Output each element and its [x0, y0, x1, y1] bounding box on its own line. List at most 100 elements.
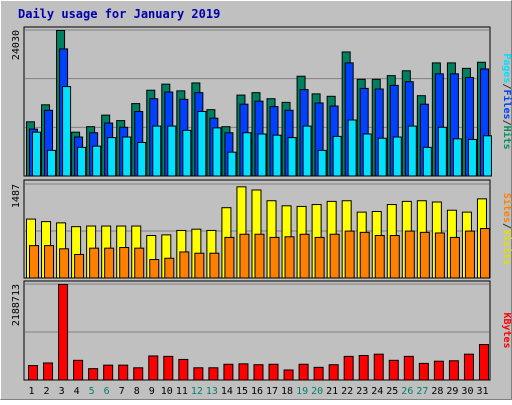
chart-title: Daily usage for January 2019 — [18, 7, 220, 21]
bar-sites-day-23 — [359, 231, 370, 279]
bar-pages-day-30 — [467, 138, 477, 177]
bar-sites-day-27 — [419, 231, 430, 279]
bar-pages-day-7 — [122, 136, 132, 177]
bar-pages-day-17 — [272, 134, 282, 177]
bar-pages-day-16 — [257, 133, 267, 177]
bar-pages-day-20 — [317, 149, 327, 177]
bar-kbytes-day-25 — [388, 359, 399, 381]
bar-pages-day-2 — [47, 149, 57, 177]
bar-pages-day-28 — [437, 126, 447, 177]
bar-sites-day-14 — [224, 236, 235, 279]
bar-sites-day-5 — [89, 247, 100, 279]
bar-pages-day-1 — [32, 131, 41, 177]
bar-kbytes-day-19 — [298, 363, 309, 381]
x-tick-label-3: 3 — [59, 386, 65, 397]
bar-pages-day-27 — [422, 146, 432, 177]
bar-pages-day-31 — [482, 135, 492, 177]
bar-sites-day-31 — [479, 228, 490, 279]
bar-pages-day-23 — [362, 133, 372, 177]
legend-label-pages: Pages — [501, 53, 512, 83]
x-tick-label-1: 1 — [29, 386, 35, 397]
x-tick-label-25: 25 — [386, 386, 398, 397]
x-tick-label-6: 6 — [104, 386, 110, 397]
bar-pages-day-24 — [377, 137, 387, 177]
x-tick-label-21: 21 — [326, 386, 338, 397]
bar-kbytes-day-21 — [328, 364, 339, 381]
bar-sites-day-25 — [389, 235, 400, 279]
x-tick-label-30: 30 — [461, 386, 473, 397]
x-tick-label-19: 19 — [296, 386, 308, 397]
x-tick-label-18: 18 — [281, 386, 293, 397]
bar-pages-day-13 — [212, 127, 222, 177]
bar-kbytes-day-3 — [58, 284, 69, 381]
legend-label-hits: Hits — [501, 126, 512, 150]
bar-pages-day-15 — [242, 132, 252, 177]
bar-kbytes-day-6 — [103, 364, 114, 381]
x-tick-label-10: 10 — [161, 386, 173, 397]
bar-pages-day-29 — [452, 138, 462, 177]
panel-bot-legend: KBytes — [501, 312, 512, 348]
x-tick-label-2: 2 — [44, 386, 50, 397]
x-tick-label-27: 27 — [416, 386, 428, 397]
bar-sites-day-15 — [239, 233, 250, 279]
bar-pages-day-8 — [137, 141, 147, 177]
bar-kbytes-day-10 — [163, 355, 174, 381]
bar-pages-day-18 — [287, 137, 297, 177]
bar-pages-day-6 — [107, 137, 117, 177]
bar-sites-day-18 — [284, 236, 295, 279]
x-tick-label-14: 14 — [221, 386, 233, 397]
x-tick-label-8: 8 — [134, 386, 140, 397]
x-tick-label-12: 12 — [191, 386, 203, 397]
bar-sites-day-13 — [209, 252, 220, 279]
x-tick-label-4: 4 — [74, 386, 80, 397]
bar-kbytes-day-18 — [283, 369, 294, 381]
bar-kbytes-day-2 — [43, 362, 54, 381]
bar-kbytes-day-24 — [373, 353, 384, 381]
bar-kbytes-day-17 — [268, 363, 279, 381]
legend-label-slash: / — [501, 120, 512, 126]
bar-sites-day-21 — [329, 233, 340, 279]
bar-sites-day-7 — [119, 247, 130, 279]
panel-mid-legend: Sites/Visits — [501, 193, 512, 265]
x-tick-label-16: 16 — [251, 386, 263, 397]
bar-pages-day-26 — [407, 125, 417, 177]
legend-label-sites: Sites — [501, 193, 512, 223]
bar-kbytes-day-15 — [238, 363, 249, 381]
bar-kbytes-day-8 — [133, 367, 144, 381]
bar-sites-day-19 — [299, 233, 310, 279]
x-tick-label-26: 26 — [401, 386, 413, 397]
bar-sites-day-10 — [164, 257, 175, 279]
bar-kbytes-day-27 — [418, 362, 429, 381]
legend-label-slash: / — [501, 83, 512, 89]
bar-sites-day-28 — [434, 232, 445, 279]
bar-pages-day-9 — [152, 125, 162, 177]
bar-pages-day-11 — [182, 129, 192, 177]
bar-sites-day-1 — [29, 245, 39, 279]
panel-top-legend: Pages/Files/Hits — [501, 53, 512, 149]
x-tick-label-29: 29 — [446, 386, 458, 397]
bar-kbytes-day-9 — [148, 355, 159, 381]
x-tick-label-20: 20 — [311, 386, 323, 397]
x-tick-label-13: 13 — [206, 386, 218, 397]
x-tick-label-23: 23 — [356, 386, 368, 397]
bar-sites-day-17 — [269, 236, 280, 279]
x-tick-label-31: 31 — [476, 386, 488, 397]
bar-kbytes-day-31 — [478, 344, 489, 381]
x-tick-label-15: 15 — [236, 386, 248, 397]
bar-sites-day-6 — [104, 247, 115, 279]
bar-sites-day-9 — [149, 259, 160, 279]
x-tick-label-11: 11 — [176, 386, 188, 397]
panel-bot-ymax-label: 2188713 — [11, 284, 22, 326]
bar-pages-day-5 — [92, 145, 102, 177]
bar-sites-day-11 — [179, 251, 190, 279]
bar-sites-day-26 — [404, 230, 415, 279]
bar-kbytes-day-29 — [448, 360, 459, 381]
bar-kbytes-day-30 — [463, 353, 474, 381]
bar-pages-day-4 — [77, 146, 87, 177]
bar-kbytes-day-1 — [28, 365, 38, 381]
bar-pages-day-3 — [62, 86, 72, 177]
bar-kbytes-day-23 — [358, 354, 369, 381]
bar-kbytes-day-16 — [253, 364, 264, 381]
legend-label-slash: / — [501, 223, 512, 229]
